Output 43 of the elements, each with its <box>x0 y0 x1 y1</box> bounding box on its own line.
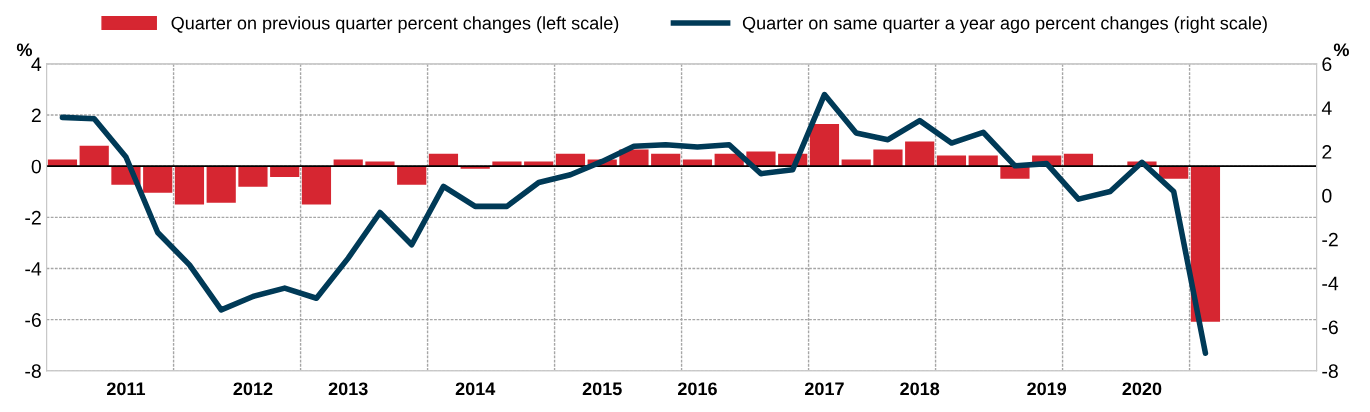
bar <box>206 166 236 203</box>
y2-tick-label: -6 <box>1322 320 1338 335</box>
x-tick-label: 2017 <box>804 382 844 396</box>
y-tick-label: -8 <box>25 364 41 379</box>
x-tick-label: 2015 <box>582 382 622 396</box>
bar <box>238 166 268 187</box>
y-axis-title: % <box>16 43 33 57</box>
bar <box>1190 166 1221 322</box>
y2-tick-label: 6 <box>1322 57 1332 72</box>
bar <box>174 166 205 205</box>
y-tick-label: -4 <box>25 262 42 276</box>
y2-tick-label: -8 <box>1322 364 1338 379</box>
y2-axis-title: % <box>1333 43 1349 57</box>
y2-tick-label: -2 <box>1322 232 1338 247</box>
x-tick-label: 2012 <box>233 382 273 396</box>
x-tick-label: 2019 <box>1027 382 1067 396</box>
bar <box>905 141 935 167</box>
bar <box>873 149 903 167</box>
x-tick-label: 2013 <box>328 382 368 396</box>
y2-tick-label: -4 <box>1322 276 1339 291</box>
x-tick-label: 2018 <box>900 382 940 396</box>
bar <box>936 155 967 167</box>
y-tick-label: -6 <box>25 313 41 327</box>
bar <box>809 123 840 167</box>
legend-label: Quarter on previous quarter percent changes (left scale) <box>171 16 619 34</box>
y-tick-label: 2 <box>31 108 41 123</box>
bar <box>968 155 998 167</box>
y-tick-label: 0 <box>31 159 41 174</box>
x-tick-label: 2014 <box>455 382 496 396</box>
bar <box>143 166 173 193</box>
bar <box>397 166 427 185</box>
x-tick-label: 2011 <box>107 382 146 396</box>
x-tick-label: 2020 <box>1122 382 1162 396</box>
y-tick-label: 4 <box>31 57 42 71</box>
y2-tick-label: 0 <box>1322 188 1332 203</box>
bar <box>79 145 109 167</box>
bar <box>270 166 300 177</box>
y2-tick-label: 4 <box>1321 101 1332 115</box>
bar <box>301 166 332 205</box>
x-tick-label: 2016 <box>677 382 717 396</box>
legend-label: Quarter on same quarter a year ago percent changes (right scale) <box>742 16 1267 34</box>
y2-tick-label: 2 <box>1322 145 1332 159</box>
y-tick-label: -2 <box>25 210 41 225</box>
